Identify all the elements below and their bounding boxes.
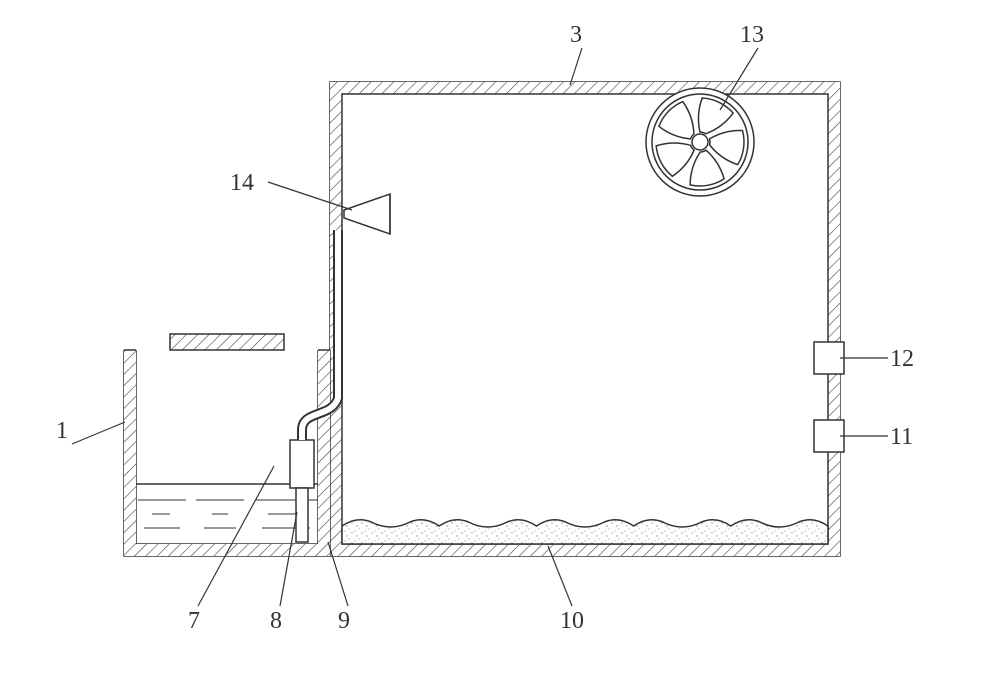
callout-label-14: 14 — [230, 170, 254, 197]
callout-label-10: 10 — [560, 608, 584, 635]
callout-label-7: 7 — [188, 608, 200, 635]
diagram-canvas: 313141211178910 — [0, 0, 1000, 678]
callout-label-8: 8 — [270, 608, 282, 635]
callout-label-9: 9 — [338, 608, 350, 635]
callout-label-13: 13 — [740, 22, 764, 49]
callout-label-11: 11 — [890, 424, 913, 451]
callout-label-3: 3 — [570, 22, 582, 49]
diagram-svg — [0, 0, 1000, 678]
callout-label-1: 1 — [56, 418, 68, 445]
callout-label-12: 12 — [890, 346, 914, 373]
